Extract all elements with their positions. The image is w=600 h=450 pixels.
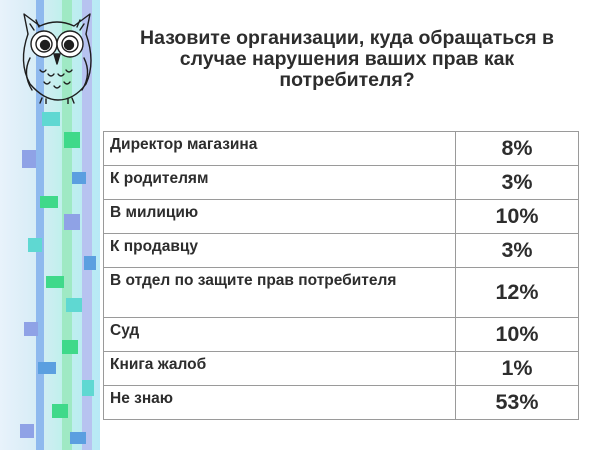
band-tile bbox=[84, 256, 96, 270]
owl-icon bbox=[22, 13, 92, 104]
table-row: В милицию 10% bbox=[103, 199, 579, 234]
answer-cell: К продавцу bbox=[103, 233, 456, 268]
answer-cell: К родителям bbox=[103, 165, 456, 200]
percent-cell: 3% bbox=[455, 233, 579, 268]
survey-results-table: Директор магазина 8% К родителям 3% В милици… bbox=[103, 131, 579, 420]
answer-cell: Директор магазина bbox=[103, 131, 456, 166]
answer-cell: В милицию bbox=[103, 199, 456, 234]
band-tile bbox=[66, 298, 82, 312]
band-stripe-lavender bbox=[82, 0, 92, 450]
band-tile bbox=[72, 172, 86, 184]
table-row: К продавцу 3% bbox=[103, 233, 579, 268]
percent-cell: 10% bbox=[455, 317, 579, 352]
percent-cell: 8% bbox=[455, 131, 579, 166]
answer-cell: В отдел по защите прав потребителя bbox=[103, 267, 456, 318]
table-row: Суд 10% bbox=[103, 317, 579, 352]
table-row: К родителям 3% bbox=[103, 165, 579, 200]
band-tile bbox=[70, 432, 86, 444]
table-row: Не знаю 53% bbox=[103, 385, 579, 420]
table-body: Директор магазина 8% К родителям 3% В милици… bbox=[103, 131, 579, 420]
table-row: В отдел по защите прав потребителя 12% bbox=[103, 267, 579, 318]
band-tile bbox=[42, 112, 60, 126]
band-tile bbox=[24, 322, 38, 336]
slide-title: Назовите организации, куда обращаться в … bbox=[140, 27, 554, 91]
band-tile bbox=[28, 238, 42, 252]
percent-cell: 12% bbox=[455, 267, 579, 318]
band-tile bbox=[52, 404, 68, 418]
band-tile bbox=[46, 276, 64, 288]
table-row: Директор магазина 8% bbox=[103, 131, 579, 166]
band-tile bbox=[64, 214, 80, 230]
answer-cell: Книга жалоб bbox=[103, 351, 456, 386]
band-tile bbox=[22, 150, 36, 168]
answer-cell: Не знаю bbox=[103, 385, 456, 420]
answer-cell: Суд bbox=[103, 317, 456, 352]
percent-cell: 3% bbox=[455, 165, 579, 200]
band-tile bbox=[20, 424, 34, 438]
band-tile bbox=[64, 132, 80, 148]
percent-cell: 10% bbox=[455, 199, 579, 234]
band-tile bbox=[38, 362, 56, 374]
band-tile bbox=[40, 196, 58, 208]
percent-cell: 1% bbox=[455, 351, 579, 386]
band-stripe-blue bbox=[36, 0, 44, 450]
table-row: Книга жалоб 1% bbox=[103, 351, 579, 386]
percent-cell: 53% bbox=[455, 385, 579, 420]
band-tile bbox=[82, 380, 94, 396]
band-tile bbox=[62, 340, 78, 354]
